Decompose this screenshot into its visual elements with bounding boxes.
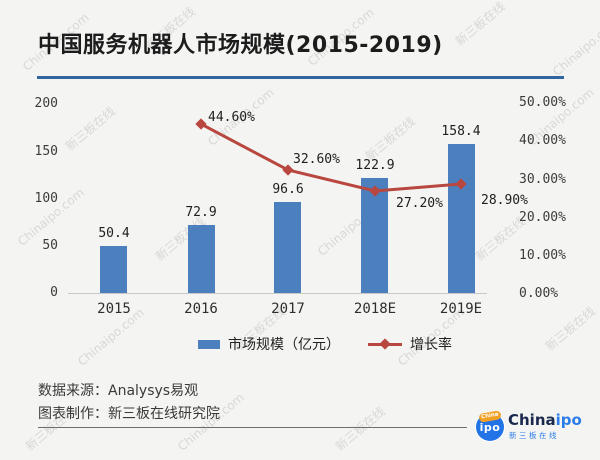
chart-title: 中国服务机器人市场规模(2015-2019) <box>38 33 443 58</box>
x-label-2015: 2015 <box>97 301 131 317</box>
legend-bar-swatch <box>198 339 220 349</box>
legend-line-swatch <box>368 337 402 350</box>
watermark-text: 新三板在线 <box>542 304 598 354</box>
watermark-text: 新三板在线 <box>452 0 508 49</box>
bar-2018e <box>361 178 388 293</box>
bar-value-label: 122.9 <box>355 158 395 173</box>
left-axis-tick: 150 <box>34 144 58 159</box>
left-axis-tick: 100 <box>34 191 58 206</box>
bar-value-label: 96.6 <box>272 182 304 197</box>
left-axis-tick: 0 <box>50 285 58 300</box>
left-axis-tick: 50 <box>42 238 58 253</box>
line-value-label: 28.90% <box>481 193 528 208</box>
footer-divider <box>38 427 467 428</box>
watermark-text: 新三板在线 <box>332 404 388 454</box>
x-label-2016: 2016 <box>184 301 218 317</box>
brand-wordmark: Chinaipo <box>508 411 582 429</box>
x-axis-line <box>68 293 487 294</box>
diamond-marker-icon <box>379 337 391 350</box>
bar-value-label: 50.4 <box>98 226 130 241</box>
brand-china: China <box>508 411 556 429</box>
logo-ipo-text: ipo <box>479 421 501 434</box>
chinaipo-logo-icon: China ipo <box>476 410 504 441</box>
legend-line-label: 增长率 <box>410 337 452 353</box>
chart-maker-note: 图表制作：新三板在线研究院 <box>38 406 220 422</box>
line-marker-2017 <box>282 164 294 176</box>
right-axis-tick: 40.00% <box>519 133 566 148</box>
legend: 市场规模（亿元） 增长率 <box>198 334 452 354</box>
line-value-label: 44.60% <box>208 110 255 125</box>
watermark-text: Chinaipo.com <box>550 15 600 79</box>
title-underline <box>37 76 564 79</box>
x-label-2019e: 2019E <box>439 301 483 317</box>
watermark-text: 新三板在线 <box>62 104 118 154</box>
bar-value-label: 72.9 <box>185 205 217 220</box>
right-axis-tick: 0.00% <box>519 286 559 301</box>
legend-bar-label: 市场规模（亿元） <box>228 337 340 353</box>
bar-2019e <box>448 144 475 293</box>
x-label-2018e: 2018E <box>353 301 397 317</box>
data-source-note: 数据来源：Analysys易观 <box>38 383 199 399</box>
bar-2017 <box>274 202 301 293</box>
right-axis-tick: 10.00% <box>519 248 566 263</box>
line-value-label: 27.20% <box>396 196 443 211</box>
line-marker-2016 <box>195 118 207 130</box>
x-label-2017: 2017 <box>271 301 305 317</box>
right-axis-tick: 30.00% <box>519 172 566 187</box>
brand-subtitle: 新三板在线 <box>509 431 559 440</box>
left-axis-tick: 200 <box>34 96 58 111</box>
bar-value-label: 158.4 <box>441 124 481 139</box>
right-axis-tick: 20.00% <box>519 210 566 225</box>
right-axis-tick: 50.00% <box>519 95 566 110</box>
brand-ipo: ipo <box>555 411 582 429</box>
bar-2016 <box>188 225 215 293</box>
bar-2015 <box>100 246 127 293</box>
line-value-label: 32.60% <box>293 152 340 167</box>
watermark-text: 新三板在线 <box>362 114 418 164</box>
